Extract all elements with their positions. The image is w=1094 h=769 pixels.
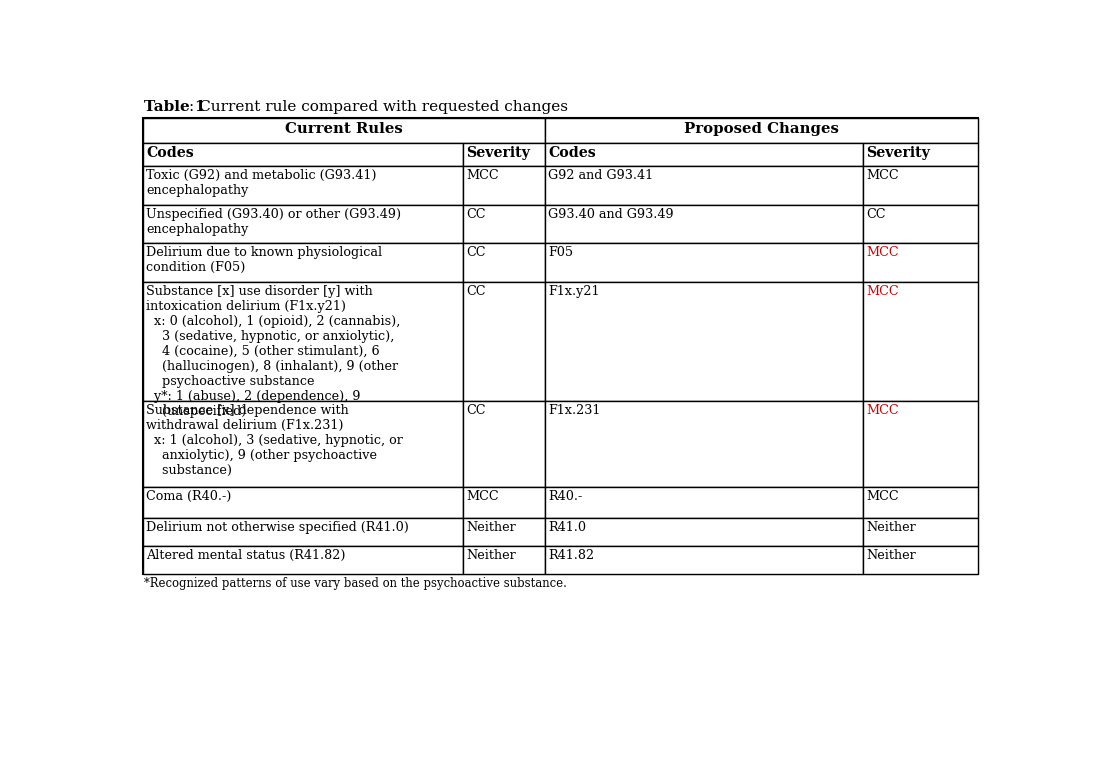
Text: G93.40 and G93.49: G93.40 and G93.49 xyxy=(548,208,674,221)
Text: Severity: Severity xyxy=(466,146,529,160)
Bar xyxy=(545,281,863,401)
Bar xyxy=(143,166,463,205)
Bar xyxy=(863,488,978,518)
Bar xyxy=(463,243,545,281)
Bar xyxy=(545,143,863,166)
Text: Codes: Codes xyxy=(548,146,595,160)
Bar xyxy=(545,488,863,518)
Text: Current Rules: Current Rules xyxy=(286,122,403,136)
Bar xyxy=(463,488,545,518)
Text: MCC: MCC xyxy=(466,491,499,504)
Bar xyxy=(545,118,978,143)
Bar xyxy=(463,518,545,546)
Bar xyxy=(545,166,863,205)
Bar xyxy=(143,118,978,574)
Text: Proposed Changes: Proposed Changes xyxy=(684,122,839,136)
Text: Substance [x] use disorder [y] with
intoxication delirium (F1x.y21)
  x: 0 (alco: Substance [x] use disorder [y] with into… xyxy=(147,285,400,418)
Text: MCC: MCC xyxy=(866,404,899,417)
Text: R41.82: R41.82 xyxy=(548,549,594,562)
Bar xyxy=(463,546,545,574)
Bar xyxy=(863,205,978,243)
Text: F1x.231: F1x.231 xyxy=(548,404,601,417)
Text: MCC: MCC xyxy=(466,169,499,182)
Text: Table 1: Table 1 xyxy=(144,100,206,114)
Bar xyxy=(863,546,978,574)
Text: *Recognized patterns of use vary based on the psychoactive substance.: *Recognized patterns of use vary based o… xyxy=(144,578,568,591)
Bar xyxy=(143,281,463,401)
Bar xyxy=(863,518,978,546)
Bar xyxy=(863,281,978,401)
Bar xyxy=(863,401,978,488)
Bar xyxy=(463,401,545,488)
Text: Neither: Neither xyxy=(866,549,916,562)
Bar xyxy=(545,401,863,488)
Text: G92 and G93.41: G92 and G93.41 xyxy=(548,169,653,182)
Bar xyxy=(545,243,863,281)
Bar xyxy=(143,518,463,546)
Text: Delirium not otherwise specified (R41.0): Delirium not otherwise specified (R41.0) xyxy=(147,521,409,534)
Bar xyxy=(545,546,863,574)
Text: CC: CC xyxy=(466,404,486,417)
Text: Substance [x] dependence with
withdrawal delirium (F1x.231)
  x: 1 (alcohol), 3 : Substance [x] dependence with withdrawal… xyxy=(147,404,403,477)
Text: CC: CC xyxy=(466,208,486,221)
Text: Codes: Codes xyxy=(147,146,194,160)
Bar xyxy=(143,401,463,488)
Text: CC: CC xyxy=(866,208,886,221)
Text: MCC: MCC xyxy=(866,285,899,298)
Text: Neither: Neither xyxy=(866,521,916,534)
Text: F05: F05 xyxy=(548,246,573,259)
Text: R41.0: R41.0 xyxy=(548,521,586,534)
Bar xyxy=(545,518,863,546)
Text: F1x.y21: F1x.y21 xyxy=(548,285,600,298)
Bar xyxy=(463,166,545,205)
Bar xyxy=(143,143,463,166)
Text: Unspecified (G93.40) or other (G93.49)
encephalopathy: Unspecified (G93.40) or other (G93.49) e… xyxy=(147,208,401,236)
Text: R40.-: R40.- xyxy=(548,491,582,504)
Bar xyxy=(863,166,978,205)
Text: Coma (R40.-): Coma (R40.-) xyxy=(147,491,232,504)
Text: Altered mental status (R41.82): Altered mental status (R41.82) xyxy=(147,549,346,562)
Bar xyxy=(143,243,463,281)
Text: CC: CC xyxy=(466,285,486,298)
Text: MCC: MCC xyxy=(866,246,899,259)
Bar xyxy=(143,488,463,518)
Text: : Current rule compared with requested changes: : Current rule compared with requested c… xyxy=(189,100,569,114)
Bar xyxy=(463,143,545,166)
Bar xyxy=(143,546,463,574)
Text: MCC: MCC xyxy=(866,169,899,182)
Bar xyxy=(863,143,978,166)
Bar xyxy=(143,205,463,243)
Bar xyxy=(545,205,863,243)
Text: Delirium due to known physiological
condition (F05): Delirium due to known physiological cond… xyxy=(147,246,382,275)
Bar xyxy=(143,118,545,143)
Text: Severity: Severity xyxy=(866,146,930,160)
Bar xyxy=(863,243,978,281)
Text: Toxic (G92) and metabolic (G93.41)
encephalopathy: Toxic (G92) and metabolic (G93.41) encep… xyxy=(147,169,376,198)
Bar xyxy=(463,205,545,243)
Text: Neither: Neither xyxy=(466,521,515,534)
Text: MCC: MCC xyxy=(866,491,899,504)
Bar xyxy=(463,281,545,401)
Text: CC: CC xyxy=(466,246,486,259)
Text: Neither: Neither xyxy=(466,549,515,562)
